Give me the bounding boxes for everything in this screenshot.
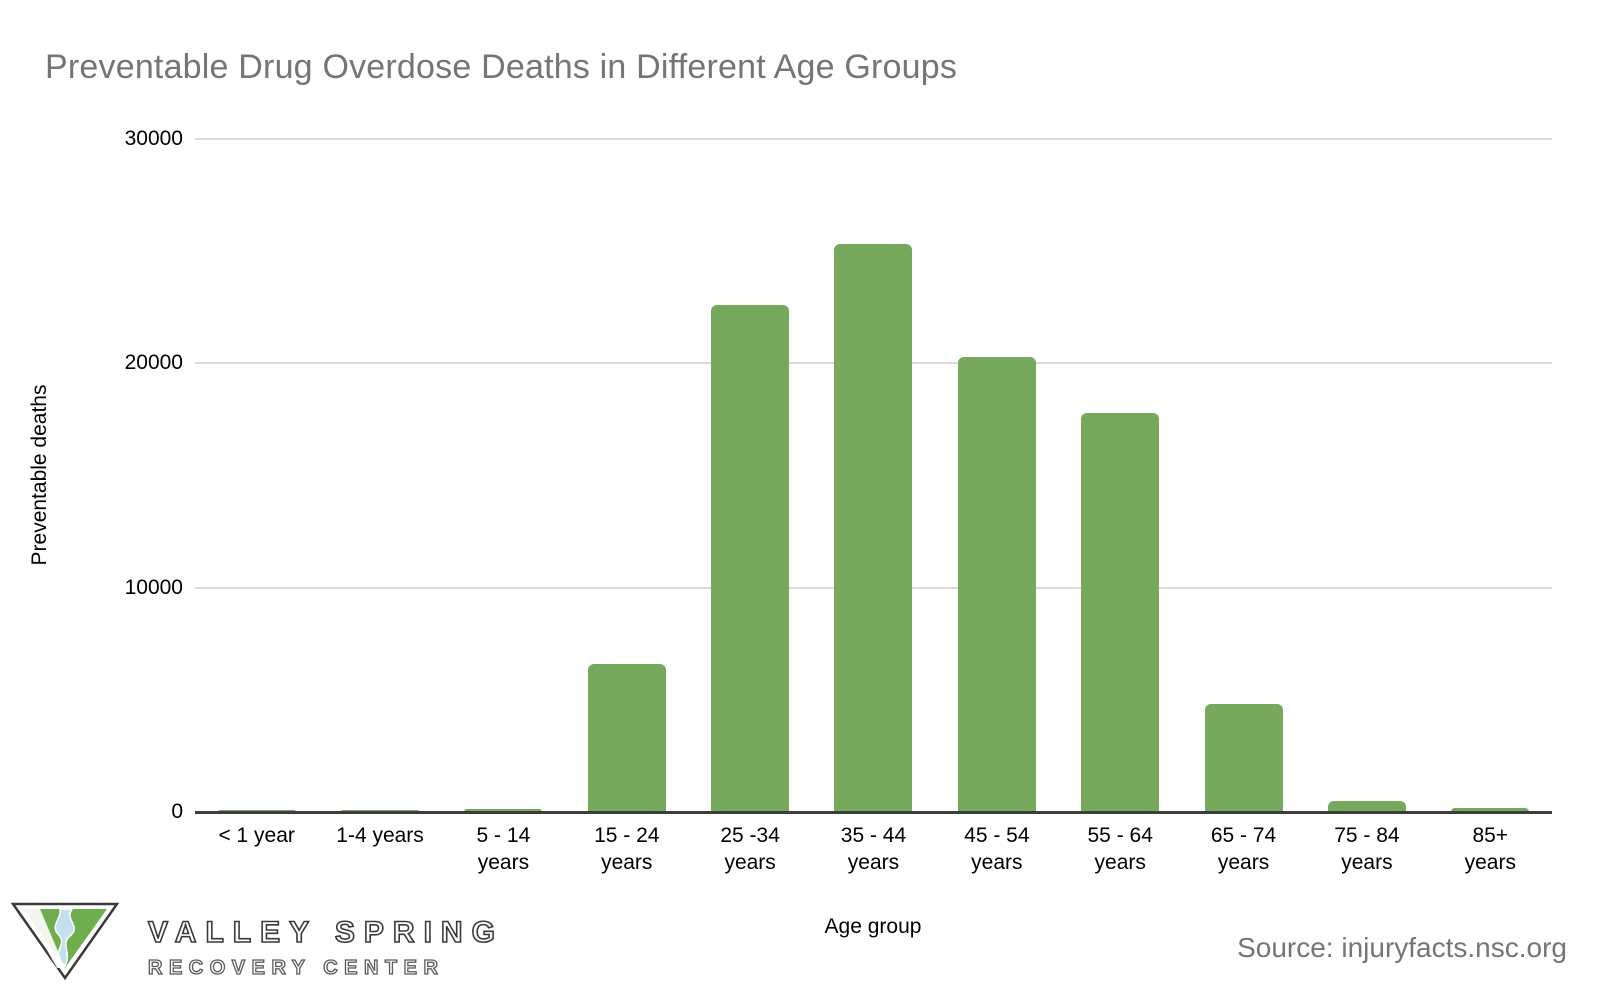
x-tick-label: 15 - 24 years — [594, 824, 660, 874]
bar-band — [565, 139, 688, 812]
y-tick-label-30000: 30000 — [124, 127, 183, 150]
chart-title: Preventable Drug Overdose Deaths in Diff… — [45, 48, 958, 86]
bar — [957, 356, 1036, 812]
x-tick-label: 85+ years — [1464, 824, 1516, 874]
source-note: Source: injuryfacts.nsc.org — [1237, 932, 1567, 963]
x-tick-label: 25 -34 years — [720, 824, 780, 874]
bar — [1327, 800, 1406, 812]
y-tick-label-20000: 20000 — [124, 351, 183, 375]
bar — [834, 244, 913, 812]
logo-text: VALLEY SPRING RECOVERY CENTER — [147, 900, 504, 980]
bar — [464, 808, 543, 812]
y-axis-title: Preventable deaths — [28, 384, 51, 566]
valley-spring-logo: VALLEY SPRING RECOVERY CENTER — [10, 900, 504, 980]
bar-band — [1305, 139, 1428, 812]
bar-band — [1429, 139, 1552, 812]
bar — [217, 809, 296, 812]
bar-series — [195, 139, 1552, 812]
bar — [587, 663, 666, 812]
bar-band — [688, 139, 811, 812]
x-tick-label: 5 - 14 years — [476, 824, 531, 874]
bar — [1451, 807, 1530, 812]
valley-spring-triangle-icon — [10, 902, 120, 980]
bar-band — [812, 139, 935, 812]
bar — [1081, 412, 1160, 812]
logo-line2: RECOVERY CENTER — [147, 956, 445, 979]
x-tick-label: 35 - 44 years — [840, 824, 907, 874]
bar-band — [1182, 139, 1305, 812]
bar-band — [935, 139, 1058, 812]
x-tick-label: 75 - 84 years — [1334, 824, 1400, 874]
x-axis-line — [195, 811, 1552, 814]
x-axis-title: Age group — [824, 915, 922, 938]
y-tick-label-0: 0 — [171, 800, 183, 823]
bar — [711, 305, 790, 812]
bar-band — [1059, 139, 1182, 812]
bar-band — [318, 139, 441, 812]
x-tick-label: 65 - 74 years — [1210, 824, 1277, 874]
x-tick-label: 1-4 years — [336, 824, 424, 847]
bar-band — [442, 139, 565, 812]
logo-line1: VALLEY SPRING — [147, 915, 504, 950]
y-tick-label-10000: 10000 — [124, 575, 183, 599]
x-tick-label: < 1 year — [218, 824, 295, 847]
bar — [1204, 704, 1283, 812]
bar — [341, 809, 420, 812]
x-tick-label: 55 - 64 years — [1087, 824, 1153, 874]
bar-band — [195, 139, 318, 812]
gridline-30000 — [195, 138, 1552, 140]
x-tick-label: 45 - 54 years — [964, 824, 1030, 874]
x-axis-labels: < 1 year 1-4 years 5 - 14 years 15 - 24 yea… — [195, 822, 1552, 876]
plot-area — [195, 138, 1552, 814]
